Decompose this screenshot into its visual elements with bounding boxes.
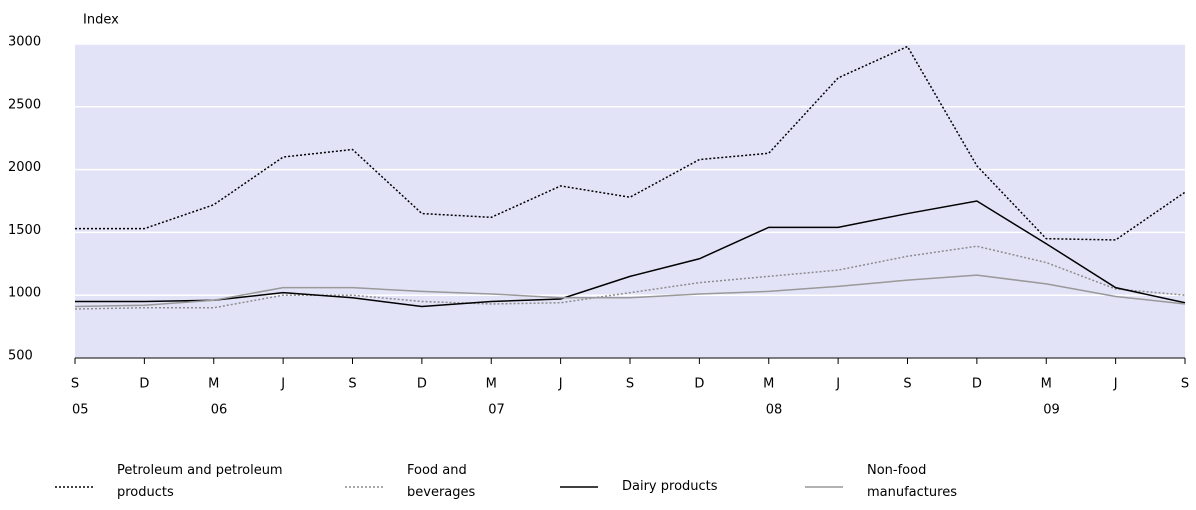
- x-tick-label: J: [835, 377, 840, 392]
- legend-label: Dairy products: [622, 479, 718, 494]
- legend-swatch: [55, 486, 93, 488]
- x-tick-label: M: [208, 377, 219, 392]
- series-line: [75, 45, 1186, 241]
- x-tick-label: M: [1041, 377, 1052, 392]
- legend-label: Non-food manufactures: [867, 463, 957, 500]
- year-label: 08: [766, 403, 783, 418]
- series-line: [75, 200, 1186, 308]
- legend-swatch: [345, 486, 383, 488]
- x-tick-label: J: [1113, 377, 1118, 392]
- y-tick-label: 2000: [8, 160, 41, 175]
- year-label: 05: [72, 403, 89, 418]
- series-line: [74, 274, 1186, 308]
- x-tick-label: S: [1181, 377, 1189, 392]
- x-tick-label: S: [348, 377, 356, 392]
- plot-area: [75, 44, 1185, 358]
- year-label: 06: [211, 403, 228, 418]
- year-label: 07: [488, 403, 505, 418]
- x-tick-label: J: [558, 377, 563, 392]
- y-axis-label: Index: [83, 13, 119, 28]
- year-label: 09: [1043, 403, 1060, 418]
- y-tick-label: 3000: [8, 35, 41, 50]
- y-tick-label: 1500: [8, 223, 41, 238]
- x-tick-label: M: [486, 377, 497, 392]
- x-tick-label: D: [139, 377, 149, 392]
- x-tick-label: D: [417, 377, 427, 392]
- x-tick-label: M: [763, 377, 774, 392]
- x-tick-label: S: [626, 377, 634, 392]
- legend-swatch: [560, 486, 598, 488]
- y-tick-label: 1000: [8, 286, 41, 301]
- x-tick-label: S: [903, 377, 911, 392]
- x-tick-label: D: [972, 377, 982, 392]
- legend-label: Petroleum and petroleum products: [117, 463, 283, 500]
- legend-swatch: [805, 486, 843, 488]
- legend-label: Food and beverages: [407, 463, 476, 500]
- x-tick-label: D: [694, 377, 704, 392]
- x-tick-label: J: [280, 377, 285, 392]
- x-tick-label: S: [71, 377, 79, 392]
- y-tick-label: 2500: [8, 97, 41, 112]
- series-line: [74, 245, 1186, 310]
- chart: Index 500 1000 1500 2000 2500 3000 S 05 D M 06 J S D M…: [8, 13, 1189, 418]
- y-tick-label: 500: [8, 349, 33, 364]
